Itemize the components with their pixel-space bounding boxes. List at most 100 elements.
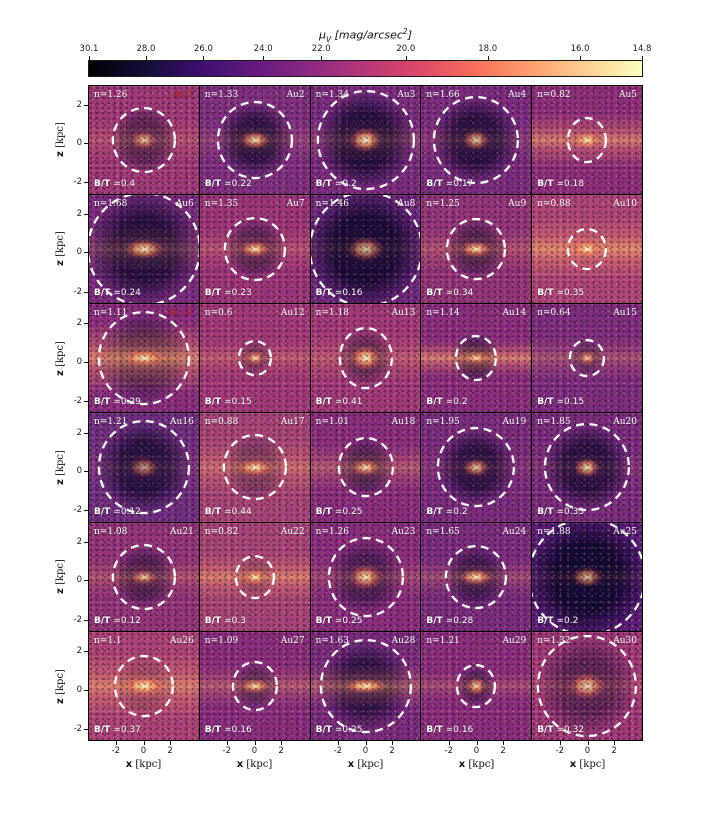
x-axis-variable: x	[125, 758, 133, 770]
sersic-index-label: n=1.85	[537, 417, 571, 428]
panel-Au15: n=0.64 Au15 B/T =0.15	[532, 304, 642, 413]
panel-Au4: n=1.66 Au4 B/T =0.17	[421, 86, 532, 195]
colorbar-title-unit: [mag/arcsec	[331, 28, 403, 42]
bt-prefix: B/T	[315, 397, 332, 408]
y-tick-label: 0	[76, 684, 82, 695]
x-axis-label: x [kpc]	[421, 759, 532, 770]
x-tick-label: -2	[333, 745, 342, 756]
y-axis-variable: z	[54, 260, 66, 267]
bt-prefix: B/T	[426, 179, 443, 190]
x-tick-mark	[254, 740, 256, 745]
x-tick-label: -2	[222, 745, 231, 756]
bt-prefix: B/T	[315, 179, 332, 190]
y-axis-unit: [kpc]	[54, 450, 66, 480]
x-tick-mark	[559, 740, 561, 745]
bt-value: =0.25	[334, 506, 363, 517]
sersic-index-label: n=1.11	[94, 308, 128, 319]
noise-texture	[199, 522, 310, 631]
bt-prefix: B/T	[315, 506, 332, 517]
bt-prefix: B/T	[204, 179, 222, 190]
galaxy-name-label: Au12	[280, 308, 305, 319]
y-axis-label-text: z [kpc]	[55, 669, 66, 704]
sersic-index-label: n=1.46	[315, 199, 349, 210]
sersic-index-label: n=1.32	[537, 635, 571, 646]
panel-Au23: n=1.26 Au23 B/T =0.25	[310, 522, 421, 631]
x-tick-mark	[226, 740, 228, 745]
y-tick-label: 2	[76, 209, 82, 219]
galaxy-name-label: Au4	[508, 90, 527, 100]
x-axis-variable: x	[458, 758, 466, 770]
bt-value: =0.2	[445, 506, 468, 517]
bulge-to-total-label: B/T =0.2	[426, 398, 467, 407]
panel-Au13: n=1.18 Au13 B/T =0.41	[310, 304, 421, 413]
galaxy-name-label: Au22	[280, 526, 305, 537]
sersic-index-label: n=1.26	[94, 90, 128, 100]
bulge-to-total-label: B/T =0.16	[426, 724, 474, 735]
bt-prefix: B/T	[426, 724, 443, 735]
galaxy-name-label: Au5	[618, 90, 637, 100]
y-tick-mark	[84, 510, 88, 512]
colorbar-tick-label: 20.0	[396, 44, 416, 54]
sersic-index-label: n=0.82	[537, 90, 571, 100]
x-axis-label: x [kpc]	[199, 759, 310, 770]
galaxy-name-label: Au13	[391, 308, 416, 319]
noise-texture	[89, 522, 199, 631]
bt-prefix: B/T	[537, 397, 554, 408]
bt-value: =0.12	[113, 506, 141, 517]
bt-prefix: B/T	[204, 397, 222, 408]
bulge-to-total-label: B/T =0.2	[537, 616, 578, 626]
x-tick-mark	[392, 740, 394, 745]
noise-texture	[310, 522, 421, 631]
x-axis-label: x [kpc]	[532, 759, 643, 770]
bulge-to-total-label: B/T =0.23	[205, 289, 252, 298]
x-tick-label: 0	[362, 745, 369, 756]
bulge-to-total-label: B/T =0.18	[537, 180, 584, 189]
bulge-region-dashed-ellipse	[319, 638, 412, 734]
y-axis-unit: [kpc]	[54, 122, 66, 152]
galaxy-name-label: Au 11	[167, 308, 194, 319]
colorbar-tick-label: 24.0	[253, 44, 273, 54]
y-tick-mark	[84, 400, 88, 402]
bulge-to-total-label: B/T =0.16	[316, 289, 363, 298]
bulge-to-total-label: B/T =0.15	[537, 398, 584, 407]
y-axis-label: z [kpc]	[52, 85, 68, 194]
y-tick-mark	[84, 214, 88, 215]
bulge-region-dashed-ellipse	[97, 420, 191, 515]
noise-texture	[532, 413, 642, 522]
bulge-to-total-label: B/T =0.17	[426, 180, 473, 189]
panel-Au25: n=1.88 Au25 B/T =0.2	[532, 522, 642, 631]
bt-value: =0.44	[224, 506, 252, 517]
bulge-to-total-label: B/T =0.16	[204, 724, 252, 735]
noise-texture	[89, 86, 199, 195]
x-tick-label: 2	[389, 745, 395, 756]
x-axis-unit: [kpc]	[243, 758, 273, 770]
bt-prefix: B/T	[426, 288, 443, 299]
y-tick-label: 0	[76, 247, 82, 258]
y-tick-label: 2	[76, 536, 82, 547]
bt-value: =0.34	[445, 288, 474, 299]
x-tick-label: -2	[555, 745, 564, 756]
galaxy-name-label: Au21	[170, 526, 194, 537]
galaxy-name-label: Au16	[170, 417, 194, 428]
galaxy-name-label: Au29	[502, 635, 527, 646]
sersic-index-label: n=0.64	[537, 308, 571, 319]
y-tick-mark	[84, 361, 88, 363]
y-axis-unit: [kpc]	[54, 668, 66, 698]
bt-prefix: B/T	[204, 506, 222, 517]
galaxy-name-label: Au14	[502, 308, 527, 319]
noise-texture	[199, 86, 310, 195]
colorbar-tick-label: 28.0	[136, 44, 156, 54]
y-axis-label-text: z [kpc]	[55, 232, 66, 267]
galaxy-name-label: Au10	[613, 199, 637, 210]
bt-value: =0.16	[445, 724, 474, 735]
y-tick-label: 0	[76, 356, 82, 367]
sersic-index-label: n=1.33	[204, 90, 239, 100]
bt-prefix: B/T	[204, 724, 222, 735]
sersic-index-label: n=0.88	[204, 417, 239, 428]
bulge-region-dashed-ellipse	[234, 554, 275, 599]
bt-value: =0.25	[334, 724, 363, 735]
bt-value: =0.33	[556, 506, 585, 517]
sersic-index-label: n=1.88	[537, 526, 571, 537]
galaxy-name-label: Au6	[175, 199, 194, 210]
